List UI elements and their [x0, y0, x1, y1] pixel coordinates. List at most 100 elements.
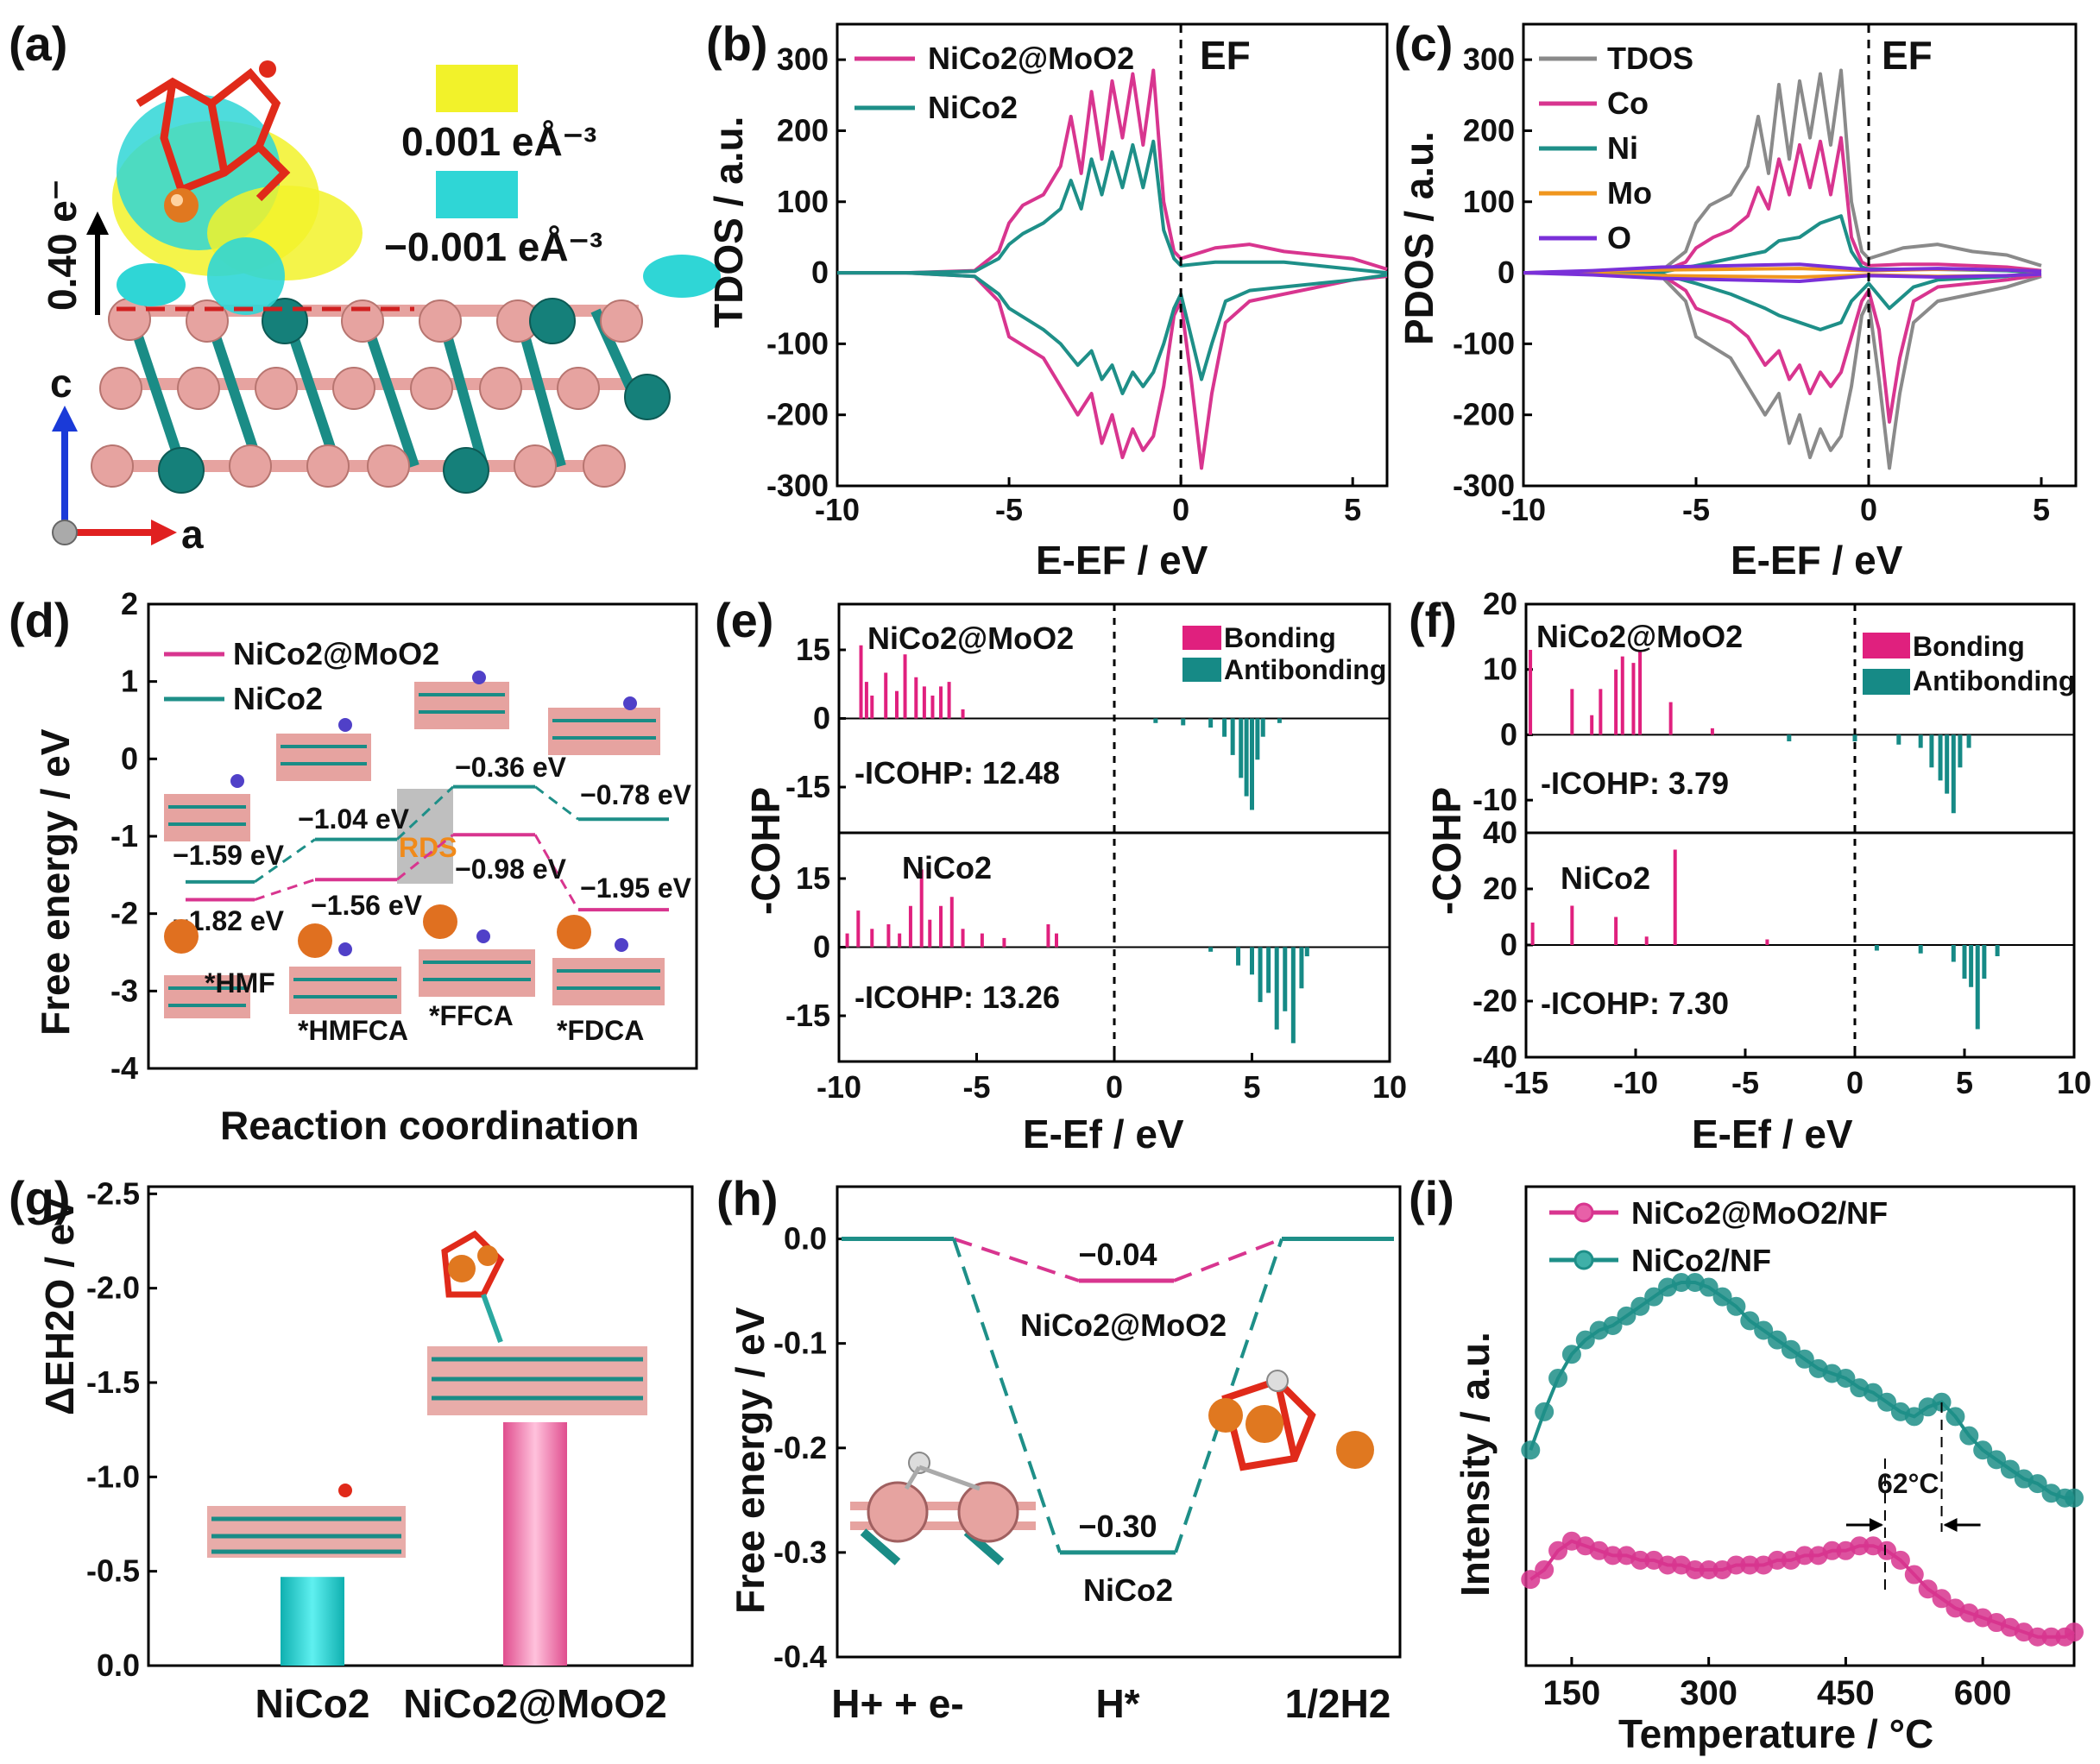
plot-frame-f	[1524, 602, 2076, 1059]
y-tick-label: 0	[813, 929, 830, 965]
plot-frame-i	[1524, 1185, 2076, 1667]
y-tick-label: -1	[110, 818, 138, 854]
tpd-point	[1561, 1345, 1581, 1364]
y-tick-label: 40	[1483, 815, 1517, 850]
subplot-title-f1: NiCo2@MoO2	[1536, 619, 1743, 654]
y-tick-label: -20	[1473, 983, 1517, 1018]
y-tick-label: -15	[785, 769, 830, 804]
y-tick-label: 200	[1463, 112, 1515, 148]
y-axis-label-c: PDOS / a.u.	[1397, 131, 1441, 345]
legend-antibonding-e: Antibonding	[1224, 654, 1386, 685]
plot-frame-h	[836, 1185, 1402, 1659]
y-tick-label: 2	[121, 586, 138, 621]
energy-value-label: −0.78 eV	[580, 779, 692, 810]
adsorption-snapshots-g	[207, 1230, 647, 1558]
icohp-e1: -ICOHP: 12.48	[855, 755, 1060, 791]
legend-d: NiCo2@MoO2 NiCo2	[164, 636, 439, 716]
legend-label-i-nico2-moo2: NiCo2@MoO2/NF	[1631, 1195, 1888, 1231]
tpd-point	[1864, 1383, 1883, 1402]
tpd-point	[2027, 1474, 2047, 1494]
panel-c: (c) -10 -5 0 5 -300 -200 -100 0 100 200 300 EF TDO…	[1394, 16, 2078, 583]
tpd-point	[1945, 1407, 1965, 1427]
tpd-point	[1699, 1277, 1718, 1297]
temperature-shift-label: 62°C	[1877, 1468, 1939, 1499]
legend-label-i-nico2: NiCo2/NF	[1631, 1243, 1771, 1278]
dos-line-Co-up	[1523, 135, 2042, 275]
tpd-point	[1918, 1579, 1938, 1599]
negative-isosurface-label: −0.001 eÅ⁻³	[384, 224, 602, 269]
panel-label-h: (h)	[716, 1171, 779, 1225]
plot-frame-b	[836, 22, 1389, 488]
y-axis-label-i: Intensity / a.u.	[1453, 1332, 1498, 1597]
energy-value-label: −1.56 eV	[311, 890, 423, 921]
fermi-label-c: EF	[1882, 33, 1933, 78]
tpd-point	[2000, 1459, 2020, 1479]
energy-profile-d	[186, 784, 669, 912]
rds-highlight	[397, 789, 453, 884]
dos-line-O-up	[1523, 262, 2042, 275]
y-axis-label-g: ΔEH2O / eV	[37, 1197, 82, 1415]
shift-arrowhead-right	[1943, 1518, 1958, 1532]
x-category-label: NiCo2	[255, 1681, 370, 1726]
energy-connector-NiCo2	[952, 1238, 1062, 1553]
y-tick-label: 100	[777, 184, 829, 219]
intermediate-fdca: *FDCA	[557, 1015, 644, 1046]
axis-c-label: c	[50, 361, 73, 406]
y-tick-label: 0	[121, 740, 138, 776]
tpd-point	[1890, 1550, 1910, 1570]
y-tick-label: -0.3	[773, 1534, 827, 1570]
y-tick-label: -0.5	[86, 1553, 140, 1589]
panel-label-d: (d)	[9, 593, 71, 647]
dos-line-NiCo2-down	[837, 271, 1388, 395]
y-tick-label: -0.2	[773, 1430, 827, 1465]
x-tick-label: 0	[1846, 1065, 1864, 1100]
y-tick-label: 200	[777, 112, 829, 148]
panel-label-g: (g)	[9, 1171, 71, 1225]
y-tick-label: 0	[813, 701, 830, 736]
tpd-point	[1877, 1540, 1897, 1560]
bars-g: NiCo2 NiCo2@MoO2	[255, 1421, 667, 1726]
tpd-point	[1617, 1306, 1636, 1326]
tpd-curves-i	[1521, 1273, 2084, 1647]
tpd-point	[1603, 1315, 1623, 1335]
panel-label-b: (b)	[706, 16, 768, 71]
tpd-point	[1987, 1450, 2007, 1470]
dos-line-NiCo2@MoO2-down	[837, 271, 1388, 470]
y-tick-label: 15	[796, 860, 830, 896]
y-axis-label-h: Free energy / eV	[728, 1307, 773, 1614]
energy-value-label: −0.30	[1078, 1509, 1157, 1544]
legend-antibonding-f: Antibonding	[1913, 665, 2075, 696]
y-tick-label: -100	[766, 325, 829, 361]
y-tick-label: -15	[785, 998, 830, 1033]
tpd-point	[1932, 1589, 1952, 1609]
x-tick-label: 300	[1680, 1674, 1737, 1712]
panel-a: (a)	[9, 16, 721, 557]
cohp-bars-e: -10 -5 0 5 10 -15 0 15 -15 0 15	[785, 604, 1407, 1105]
tpd-point	[1726, 1296, 1746, 1316]
x-tick-label: -5	[1682, 492, 1710, 527]
tpd-point	[1575, 1330, 1595, 1350]
axis-triad: c a	[50, 361, 204, 557]
panel-b: (b) -10 -5 0 5 -300 -200 -100 0 100 200 300 EF NiC…	[706, 16, 1389, 583]
x-category-label: NiCo2@MoO2	[403, 1681, 667, 1726]
axis-ticks-c: -10 -5 0 5 -300 -200 -100 0 100 200 300	[1453, 41, 2050, 527]
panel-e: (e) -10 -5 0 5 10 -15 0 15 -15 0 15 Bonding Antibo…	[715, 593, 1407, 1156]
icohp-e2: -ICOHP: 13.26	[855, 980, 1060, 1015]
subplot-title-f2: NiCo2	[1561, 860, 1650, 896]
icohp-f1: -ICOHP: 3.79	[1541, 765, 1729, 801]
y-tick-label: 10	[1483, 652, 1517, 687]
charge-transfer-arrow: 0.40 e⁻	[40, 180, 109, 315]
positive-isosurface-label: 0.001 eÅ⁻³	[401, 119, 596, 164]
y-tick-label: 0	[1500, 927, 1517, 962]
tpd-point	[1548, 1540, 1568, 1560]
y-tick-label: -100	[1453, 325, 1515, 361]
legend-b: NiCo2@MoO2 NiCo2	[855, 41, 1134, 125]
tpd-point	[1740, 1311, 1760, 1331]
panel-label-c: (c)	[1394, 16, 1453, 71]
intermediate-hmf: *HMF	[205, 967, 275, 999]
adsorption-snapshots-d	[164, 671, 665, 1018]
x-tick-label: 10	[2057, 1065, 2091, 1100]
x-axis-label-e: E-Ef / eV	[1023, 1112, 1184, 1156]
tpd-point	[1794, 1349, 1814, 1369]
